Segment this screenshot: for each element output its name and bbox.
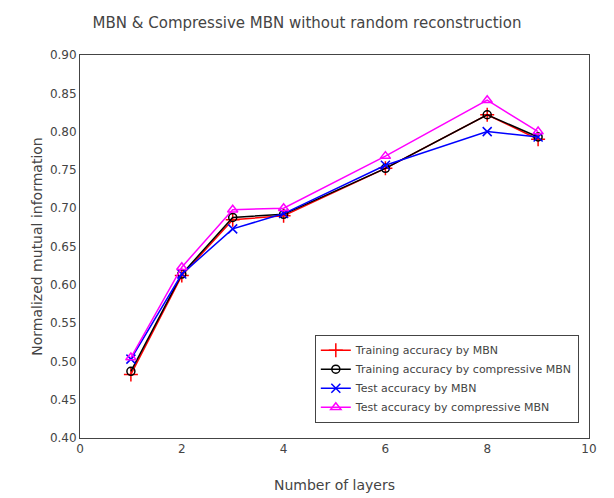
svg-text:0.65: 0.65 xyxy=(50,240,77,254)
svg-text:4: 4 xyxy=(280,442,288,456)
svg-text:0.90: 0.90 xyxy=(50,48,77,62)
svg-text:0.80: 0.80 xyxy=(50,125,77,139)
svg-text:0: 0 xyxy=(76,442,84,456)
svg-text:8: 8 xyxy=(483,442,491,456)
svg-text:Test accuracy by MBN: Test accuracy by MBN xyxy=(355,382,477,395)
svg-text:Normalized mutual information: Normalized mutual information xyxy=(29,137,45,355)
svg-text:Number of layers: Number of layers xyxy=(274,477,395,493)
svg-text:6: 6 xyxy=(382,442,390,456)
svg-text:0.70: 0.70 xyxy=(50,201,77,215)
svg-text:Training accuracy by MBN: Training accuracy by MBN xyxy=(355,344,498,357)
svg-text:0.45: 0.45 xyxy=(50,393,77,407)
svg-text:2: 2 xyxy=(178,442,186,456)
svg-text:0.75: 0.75 xyxy=(50,163,77,177)
svg-text:0.85: 0.85 xyxy=(50,87,77,101)
svg-text:0.40: 0.40 xyxy=(50,431,77,445)
svg-text:0.50: 0.50 xyxy=(50,355,77,369)
svg-text:10: 10 xyxy=(581,442,596,456)
svg-text:0.60: 0.60 xyxy=(50,278,77,292)
svg-text:Training accuracy by compressi: Training accuracy by compressive MBN xyxy=(355,363,571,376)
svg-text:Test accuracy by compressive M: Test accuracy by compressive MBN xyxy=(355,401,549,414)
svg-text:0.55: 0.55 xyxy=(50,316,77,330)
svg-text:MBN & Compressive MBN without: MBN & Compressive MBN without random rec… xyxy=(93,14,522,32)
